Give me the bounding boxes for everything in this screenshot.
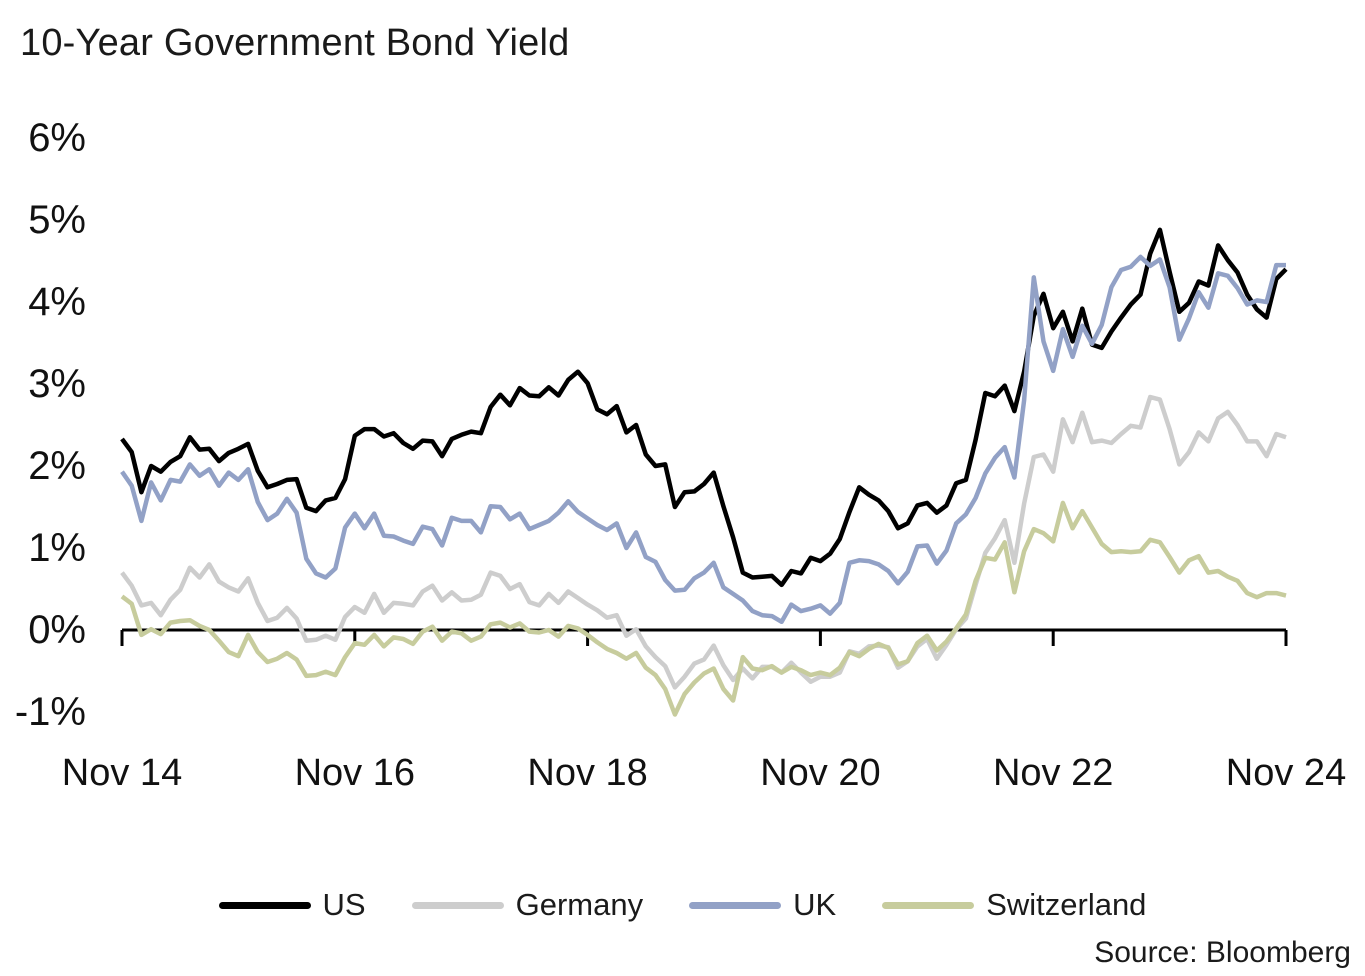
legend-item-uk: UK	[689, 887, 836, 923]
x-axis-line	[120, 628, 1288, 646]
legend-swatch-uk	[689, 901, 782, 909]
y-tick-label: 4%	[28, 280, 86, 324]
x-tick-label: Nov 24	[1225, 752, 1347, 794]
legend-label-switzerland: Switzerland	[986, 887, 1147, 922]
axis-path	[120, 628, 1288, 646]
series-line-uk	[120, 254, 1286, 625]
legend-swatch-us	[218, 901, 311, 909]
y-tick-label: 2%	[28, 444, 86, 488]
y-tick-label: 0%	[28, 608, 86, 652]
y-tick-label: 5%	[28, 198, 86, 242]
legend: US Germany UK Switzerland	[0, 882, 1365, 928]
x-tick-label: Nov 22	[992, 752, 1114, 794]
legend-label-us: US	[322, 887, 366, 922]
legend-label-uk: UK	[793, 887, 837, 922]
y-tick-label: 1%	[28, 526, 86, 570]
source-credit: Source: Bloomberg	[1094, 936, 1351, 969]
y-tick-label: -1%	[14, 690, 86, 734]
legend-swatch-germany	[411, 901, 504, 909]
x-tick-label: Nov 14	[61, 752, 183, 794]
y-tick-label: 3%	[28, 362, 86, 406]
legend-item-switzerland: Switzerland	[882, 887, 1146, 923]
series-line-germany	[120, 394, 1287, 690]
y-tick-label: 6%	[28, 116, 86, 160]
legend-item-germany: Germany	[411, 887, 644, 923]
series-line-switzerland	[120, 500, 1287, 717]
series-lines	[120, 227, 1288, 717]
legend-label-germany: Germany	[515, 887, 644, 922]
legend-item-us: US	[218, 887, 366, 923]
x-tick-label: Nov 20	[760, 752, 881, 794]
legend-swatch-switzerland	[882, 901, 975, 909]
x-tick-label: Nov 18	[527, 752, 648, 794]
chart-title: 10-Year Government Bond Yield	[20, 22, 570, 64]
x-tick-label: Nov 16	[294, 752, 415, 794]
